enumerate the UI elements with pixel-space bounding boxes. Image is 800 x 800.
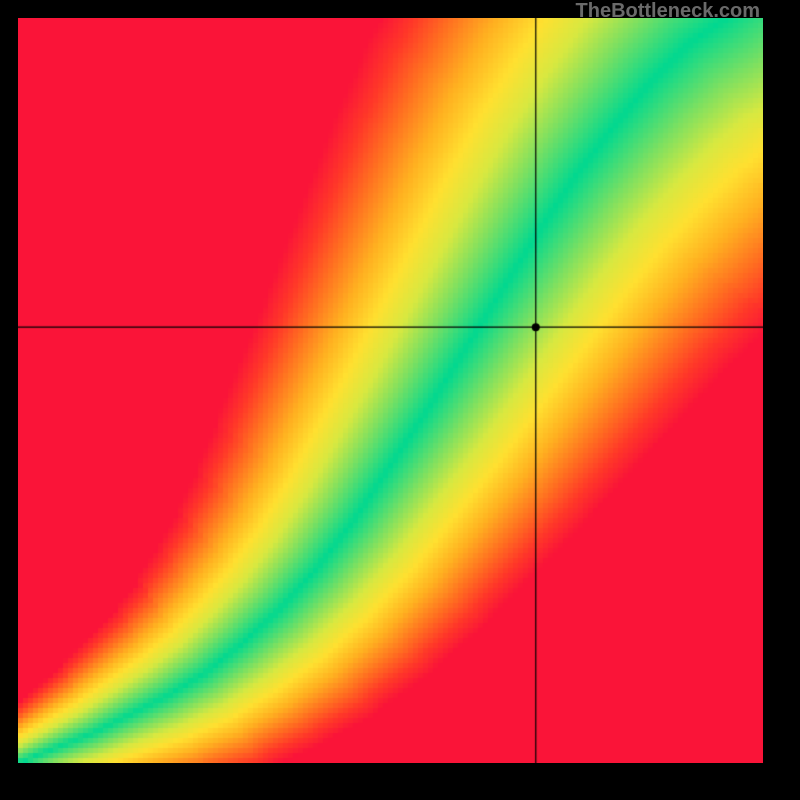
watermark-text: TheBottleneck.com	[576, 0, 760, 23]
chart-container: TheBottleneck.com	[0, 0, 800, 800]
heatmap-chart	[18, 18, 763, 763]
heatmap-canvas	[18, 18, 763, 763]
